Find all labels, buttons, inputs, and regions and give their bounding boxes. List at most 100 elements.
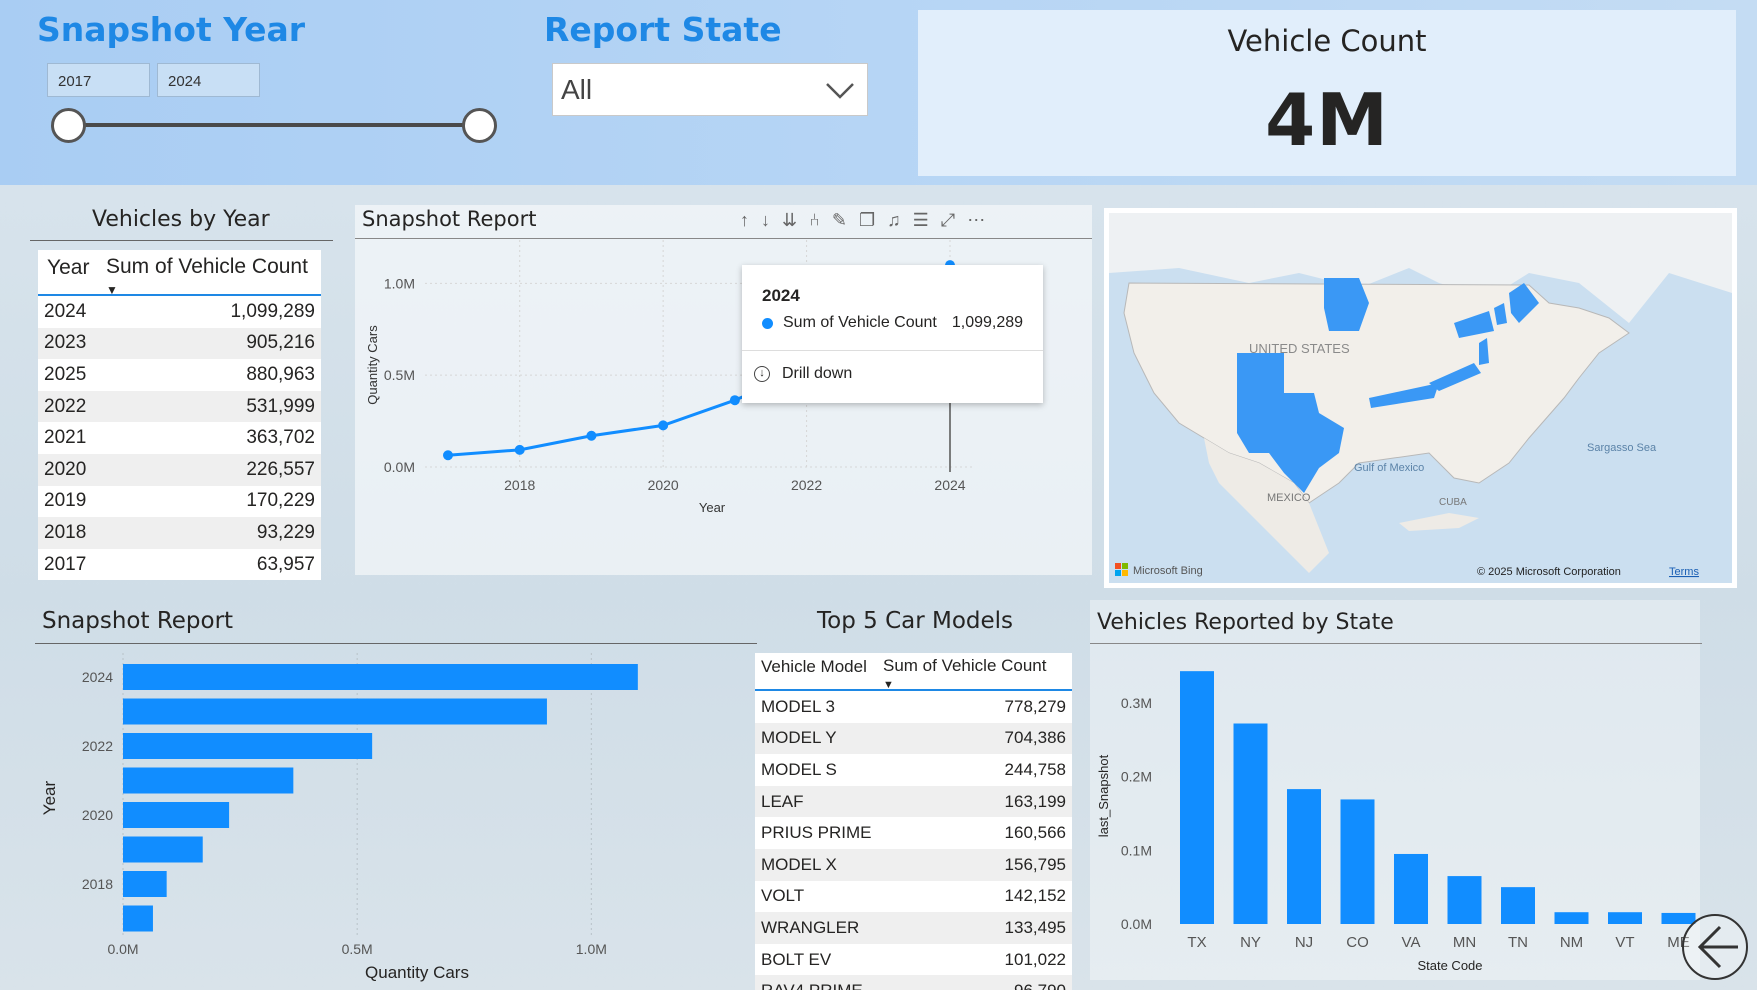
table-row[interactable]: MODEL 3 778,279 xyxy=(761,696,1066,716)
y-tick-label: 1.0M xyxy=(384,275,415,291)
report-state-title: Report State xyxy=(544,10,782,49)
map-canada xyxy=(1109,213,1732,323)
x-tick-label: VA xyxy=(1402,934,1421,951)
kpi-title: Vehicle Count xyxy=(1227,24,1427,58)
drill-down-icon[interactable]: ↓ xyxy=(761,210,770,230)
tooltip-year: 2024 xyxy=(762,286,800,305)
map-state-ny[interactable] xyxy=(1454,311,1494,338)
focus-mode-icon[interactable]: ⤢ xyxy=(940,210,956,230)
column-header-count[interactable]: Sum of Vehicle Count ▼ xyxy=(883,656,1047,691)
bar xyxy=(123,664,638,690)
table-row[interactable]: BOLT EV 101,022 xyxy=(761,949,1066,969)
table-row[interactable]: MODEL S 244,758 xyxy=(761,759,1066,779)
snapshot-year-title: Snapshot Year xyxy=(37,10,306,49)
bar xyxy=(123,905,153,932)
map-label-country: UNITED STATES xyxy=(1249,341,1350,356)
tooltip-value: 1,099,289 xyxy=(951,314,1024,331)
table-row[interactable]: LEAF 163,199 xyxy=(755,785,1072,818)
bar xyxy=(123,836,203,863)
map-state-tn[interactable] xyxy=(1369,383,1439,408)
vehicle-count-card: Vehicle Count 4M xyxy=(918,10,1736,176)
microsoft-logo-icon-part xyxy=(1122,570,1128,576)
bar xyxy=(1554,912,1589,924)
year-range-start-handle[interactable] xyxy=(51,108,86,143)
table-row[interactable]: 2024 1,099,289 xyxy=(44,300,315,322)
bar xyxy=(123,733,373,759)
table-row[interactable]: 2018 93,229 xyxy=(38,517,321,549)
map-terms-link[interactable]: Terms xyxy=(1669,566,1699,578)
year-table-body: 2024 1,099,289 2023 905,216 2025 880,963 20… xyxy=(38,296,321,581)
bar xyxy=(123,802,230,828)
map-canvas: UNITED STATES Gulf of Mexico MEXICO CUBA… xyxy=(1109,213,1732,583)
column-header-year[interactable]: Year xyxy=(47,256,90,279)
table-row[interactable]: 2019 170,229 xyxy=(44,490,315,512)
divider xyxy=(1090,643,1702,644)
bar xyxy=(1287,789,1321,924)
table-row[interactable]: VOLT 142,152 xyxy=(761,886,1066,906)
year-range-end-handle[interactable] xyxy=(462,108,497,143)
expand-hierarchy-icon[interactable]: ⑃ xyxy=(809,210,820,230)
chevron-down-icon xyxy=(826,83,854,99)
snapshot-report-title: Snapshot Report xyxy=(362,207,537,231)
microsoft-logo-icon-part xyxy=(1122,563,1128,569)
drill-down-action[interactable]: ↓ Drill down xyxy=(742,350,1043,383)
kpi-value: 4M xyxy=(1265,78,1389,162)
table-row[interactable]: 2022 531,999 xyxy=(38,390,321,423)
bar xyxy=(1501,887,1535,924)
back-arrow-icon[interactable] xyxy=(1680,912,1750,982)
expand-all-down-icon[interactable]: ⇊ xyxy=(782,210,798,230)
year-from-input[interactable]: 2017 xyxy=(47,63,150,97)
state-dropdown[interactable]: All xyxy=(552,63,868,116)
table-row[interactable]: 2020 226,557 xyxy=(38,453,321,486)
table-row[interactable]: RAV4 PRIME96,790 xyxy=(755,975,1072,990)
y-axis-title: Quantity Cars xyxy=(365,325,380,405)
state-map[interactable]: UNITED STATES Gulf of Mexico MEXICO CUBA… xyxy=(1104,208,1737,588)
table-row[interactable]: 2021 363,702 xyxy=(44,427,315,449)
table-row[interactable]: MODEL Y 704,386 xyxy=(755,722,1072,755)
column-header-count[interactable]: Sum of Vehicle Count ▼ xyxy=(106,255,308,297)
table-row[interactable]: PRIUS PRIME 160,566 xyxy=(761,823,1066,843)
x-tick-label: NY xyxy=(1240,934,1261,951)
y-tick-label: 2018 xyxy=(82,876,113,892)
x-tick-label: 2018 xyxy=(504,477,535,493)
series-dot-icon xyxy=(762,317,773,329)
data-point xyxy=(443,450,453,461)
bar xyxy=(1394,853,1428,924)
table-row[interactable]: 2025 880,963 xyxy=(44,363,315,385)
top-models-table: Vehicle Model Sum of Vehicle Count ▼ MODE… xyxy=(755,653,1072,990)
table-row[interactable]: 2017 63,957 xyxy=(44,553,315,575)
table-row[interactable]: 2023 905,216 xyxy=(38,327,321,360)
x-tick-label: VT xyxy=(1615,934,1634,951)
bell-icon[interactable]: ♫ xyxy=(887,210,901,230)
map-label-sargasso: Sargasso Sea xyxy=(1587,442,1657,454)
y-tick-label: 2024 xyxy=(82,669,113,685)
map-state-nj[interactable] xyxy=(1479,338,1489,365)
y-tick-label: 2022 xyxy=(82,738,113,754)
bar xyxy=(1340,799,1375,924)
map-state-me[interactable] xyxy=(1509,283,1539,323)
drill-up-icon[interactable]: ↑ xyxy=(740,210,749,230)
year-table-title: Vehicles by Year xyxy=(92,207,270,232)
pin-icon[interactable]: ✎ xyxy=(831,210,847,230)
y-tick-label: 2020 xyxy=(82,807,113,823)
map-state-nm[interactable] xyxy=(1237,353,1284,393)
map-state-mn[interactable] xyxy=(1324,278,1369,331)
more-options-icon[interactable]: ⋯ xyxy=(967,210,986,230)
year-to-input[interactable]: 2024 xyxy=(157,63,260,97)
map-state-vt[interactable] xyxy=(1494,303,1507,325)
map-state-va[interactable] xyxy=(1429,363,1481,391)
copy-icon[interactable]: ❐ xyxy=(859,210,876,230)
column-header-model[interactable]: Vehicle Model xyxy=(761,657,867,676)
x-tick-label: NJ xyxy=(1295,934,1313,951)
state-dropdown-value: All xyxy=(561,74,593,105)
sort-desc-icon: ▼ xyxy=(883,679,894,691)
y-tick-label: 0.0M xyxy=(384,459,415,475)
state-bars-title: Vehicles Reported by State xyxy=(1097,610,1394,635)
bar xyxy=(1608,912,1642,924)
table-row[interactable]: MODEL X 156,795 xyxy=(755,848,1072,881)
x-tick-label: 2024 xyxy=(934,477,965,493)
table-row[interactable]: WRANGLER 133,495 xyxy=(755,912,1072,944)
divider xyxy=(355,238,1092,239)
filter-icon[interactable]: ☰ xyxy=(912,210,929,230)
